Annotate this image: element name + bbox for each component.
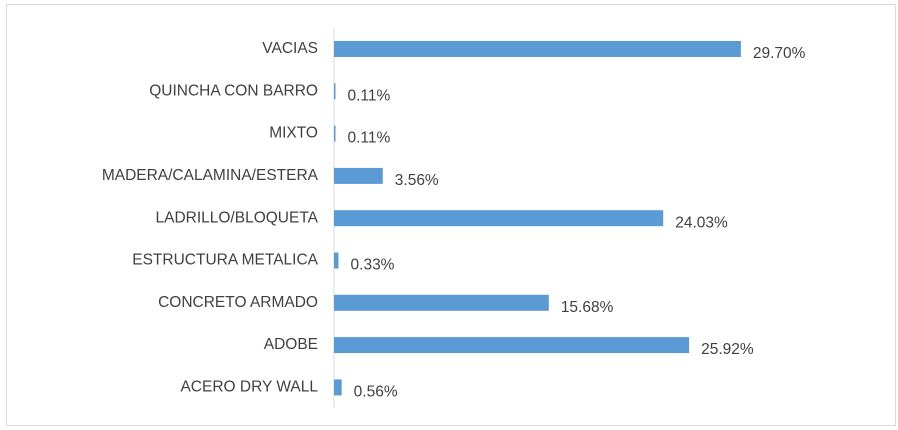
- bar: [334, 294, 549, 311]
- value-label: 24.03%: [675, 214, 728, 231]
- category-label: ESTRUCTURA METALICA: [132, 252, 318, 269]
- value-label: 3.56%: [395, 172, 439, 189]
- category-label: CONCRETO ARMADO: [158, 294, 318, 311]
- category-label: MIXTO: [269, 125, 318, 142]
- value-label: 0.11%: [348, 87, 391, 104]
- category-label: LADRILLO/BLOQUETA: [155, 209, 318, 226]
- value-label: 0.33%: [351, 257, 395, 274]
- bar: [334, 337, 690, 354]
- bar: [334, 125, 336, 142]
- category-label: MADERA/CALAMINA/ESTERA: [102, 167, 319, 184]
- value-label: 0.56%: [354, 383, 398, 400]
- category-label: ADOBE: [264, 336, 318, 353]
- category-label: VACIAS: [262, 40, 318, 57]
- value-label: 0.11%: [348, 130, 391, 147]
- bar: [334, 252, 339, 269]
- value-label: 25.92%: [701, 341, 754, 358]
- bar: [334, 210, 664, 227]
- value-label: 29.70%: [753, 45, 806, 62]
- bar: [334, 379, 342, 396]
- bar: [334, 167, 383, 184]
- bar: [334, 83, 336, 100]
- category-label: ACERO DRY WALL: [180, 378, 318, 395]
- category-label: QUINCHA CON BARRO: [149, 82, 318, 99]
- bar: [334, 41, 741, 57]
- value-label: 15.68%: [561, 299, 614, 316]
